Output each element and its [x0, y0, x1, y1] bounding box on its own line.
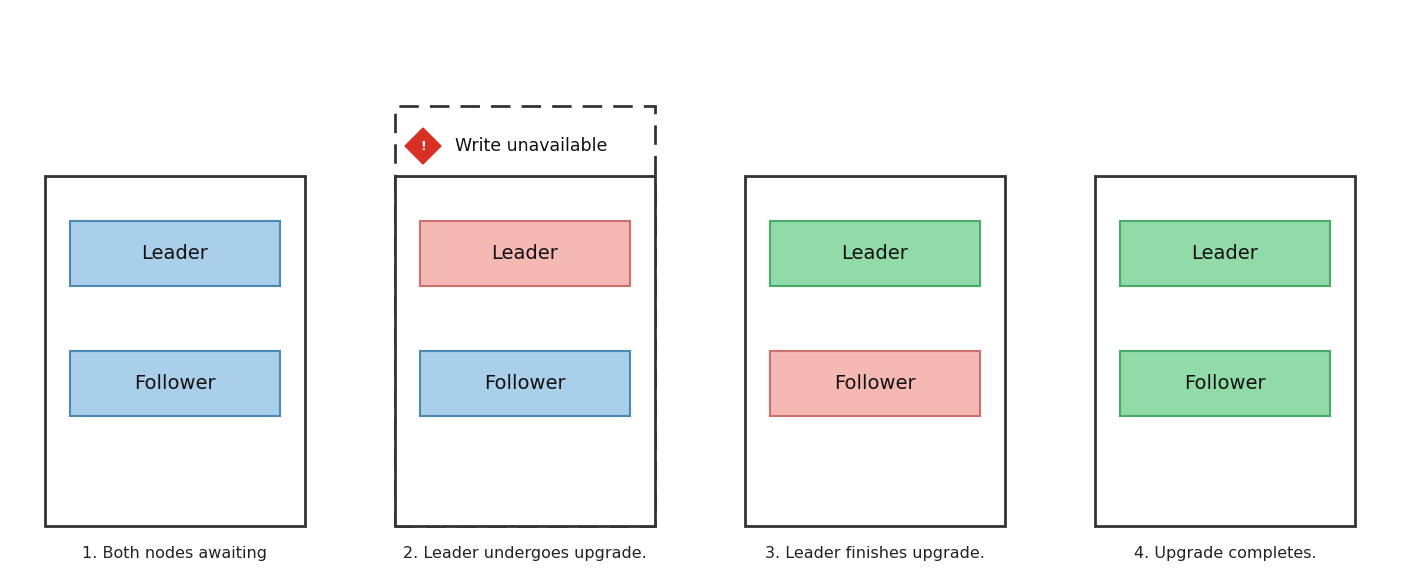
Bar [70, 351, 280, 416]
Bar [395, 176, 656, 526]
Bar [1095, 176, 1355, 526]
Bar [421, 351, 630, 416]
Text: 1. Both nodes awaiting: 1. Both nodes awaiting [83, 546, 267, 561]
Text: Leader: Leader [142, 244, 208, 263]
Bar [770, 351, 981, 416]
Text: Follower: Follower [484, 374, 566, 393]
Bar [395, 106, 656, 526]
Bar [770, 221, 981, 286]
Bar [1120, 221, 1330, 286]
Bar [70, 221, 280, 286]
Bar [1120, 351, 1330, 416]
Polygon shape [405, 128, 440, 164]
Text: Leader: Leader [841, 244, 909, 263]
Text: Follower: Follower [834, 374, 916, 393]
Text: Leader: Leader [491, 244, 559, 263]
Text: Leader: Leader [1192, 244, 1258, 263]
Text: 3. Leader finishes upgrade.: 3. Leader finishes upgrade. [765, 546, 985, 561]
Bar [421, 221, 630, 286]
Bar [744, 176, 1005, 526]
Text: Write unavailable: Write unavailable [454, 137, 608, 155]
Text: 2. Leader undergoes upgrade.: 2. Leader undergoes upgrade. [404, 546, 647, 561]
Bar [45, 176, 305, 526]
Text: Follower: Follower [134, 374, 215, 393]
Text: !: ! [421, 139, 426, 153]
Text: Follower: Follower [1185, 374, 1266, 393]
Text: 4. Upgrade completes.: 4. Upgrade completes. [1134, 546, 1317, 561]
